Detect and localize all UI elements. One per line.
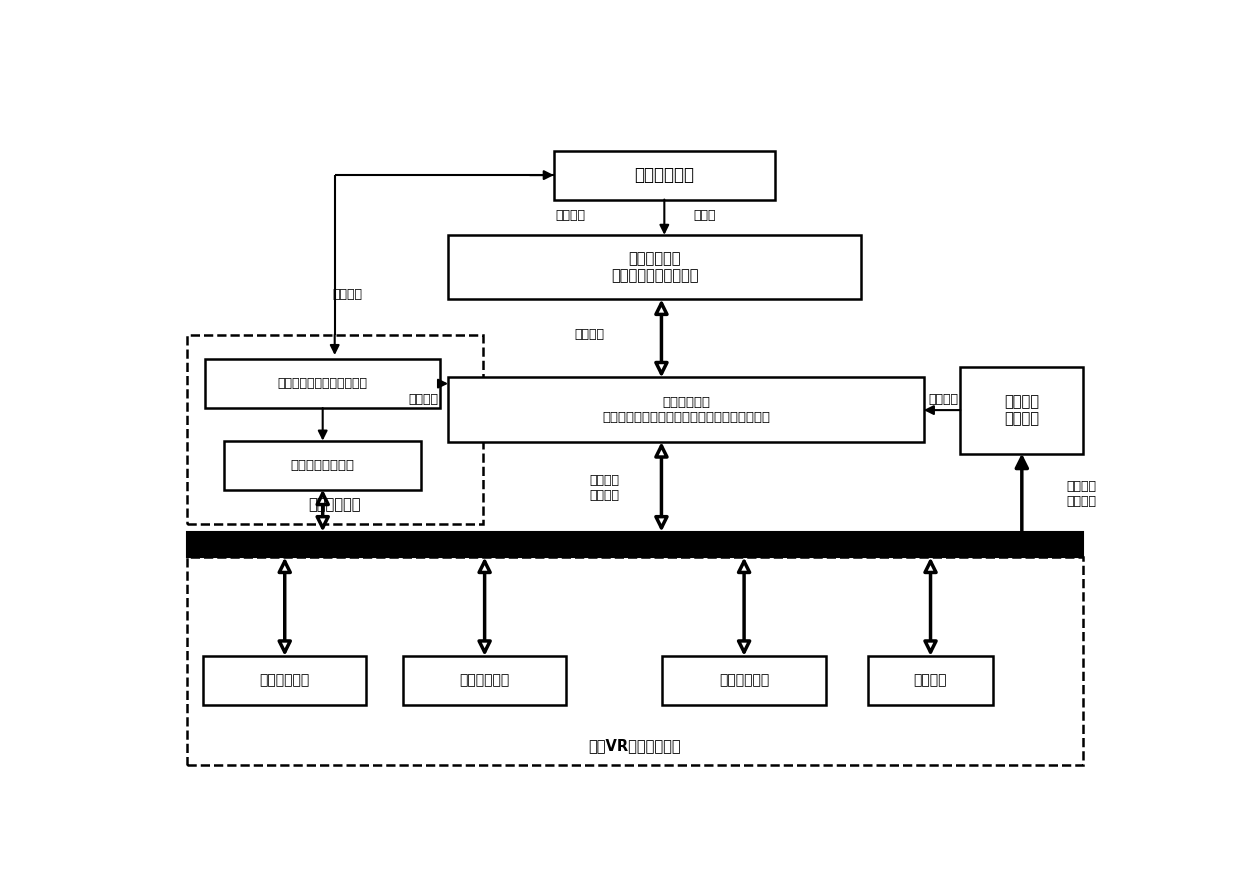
Text: 企业管理系统
销售、财务、物流计划: 企业管理系统 销售、财务、物流计划: [611, 251, 698, 283]
Text: 反馈数据
监控报警: 反馈数据 监控报警: [1066, 481, 1096, 508]
Text: 工艺文件: 工艺文件: [408, 392, 439, 406]
Text: 插装虚拟车间: 插装虚拟车间: [460, 673, 510, 687]
Text: 智能仓库: 智能仓库: [914, 673, 947, 687]
Text: 产品制造工艺智能设计系统: 产品制造工艺智能设计系统: [278, 377, 368, 390]
Bar: [448, 235, 862, 299]
Bar: [448, 377, 924, 442]
Text: 贴装虚拟车间: 贴装虚拟车间: [259, 673, 310, 687]
Text: 反馈数据
监控报警: 反馈数据 监控报警: [589, 474, 619, 502]
Text: 物料单: 物料单: [693, 209, 715, 221]
Bar: [224, 441, 422, 490]
Text: 产品定制系统: 产品定制系统: [635, 166, 694, 184]
Bar: [960, 367, 1084, 453]
Bar: [205, 359, 440, 408]
Bar: [403, 656, 567, 705]
Text: 电子VR虚拟制造工厂: 电子VR虚拟制造工厂: [589, 738, 681, 753]
Text: 销售订单: 销售订单: [556, 209, 585, 221]
Bar: [868, 656, 993, 705]
Bar: [187, 557, 1084, 765]
Text: 反馈数据: 反馈数据: [575, 328, 605, 341]
Bar: [203, 656, 367, 705]
Text: 设备智能编程系统: 设备智能编程系统: [290, 459, 355, 472]
Bar: [554, 151, 775, 199]
Text: 质量文件: 质量文件: [929, 392, 959, 406]
Bar: [187, 532, 1084, 557]
Text: 质量控制
专家系统: 质量控制 专家系统: [1004, 394, 1039, 426]
Text: 专家智能系统: 专家智能系统: [309, 497, 361, 512]
Bar: [187, 334, 482, 524]
Text: 设计检测: 设计检测: [332, 288, 362, 301]
Text: 车间管理系统
产量、工艺流程、物流、质量、看板、监控计划: 车间管理系统 产量、工艺流程、物流、质量、看板、监控计划: [601, 396, 770, 423]
Text: 总装虚拟车间: 总装虚拟车间: [719, 673, 769, 687]
Bar: [662, 656, 826, 705]
